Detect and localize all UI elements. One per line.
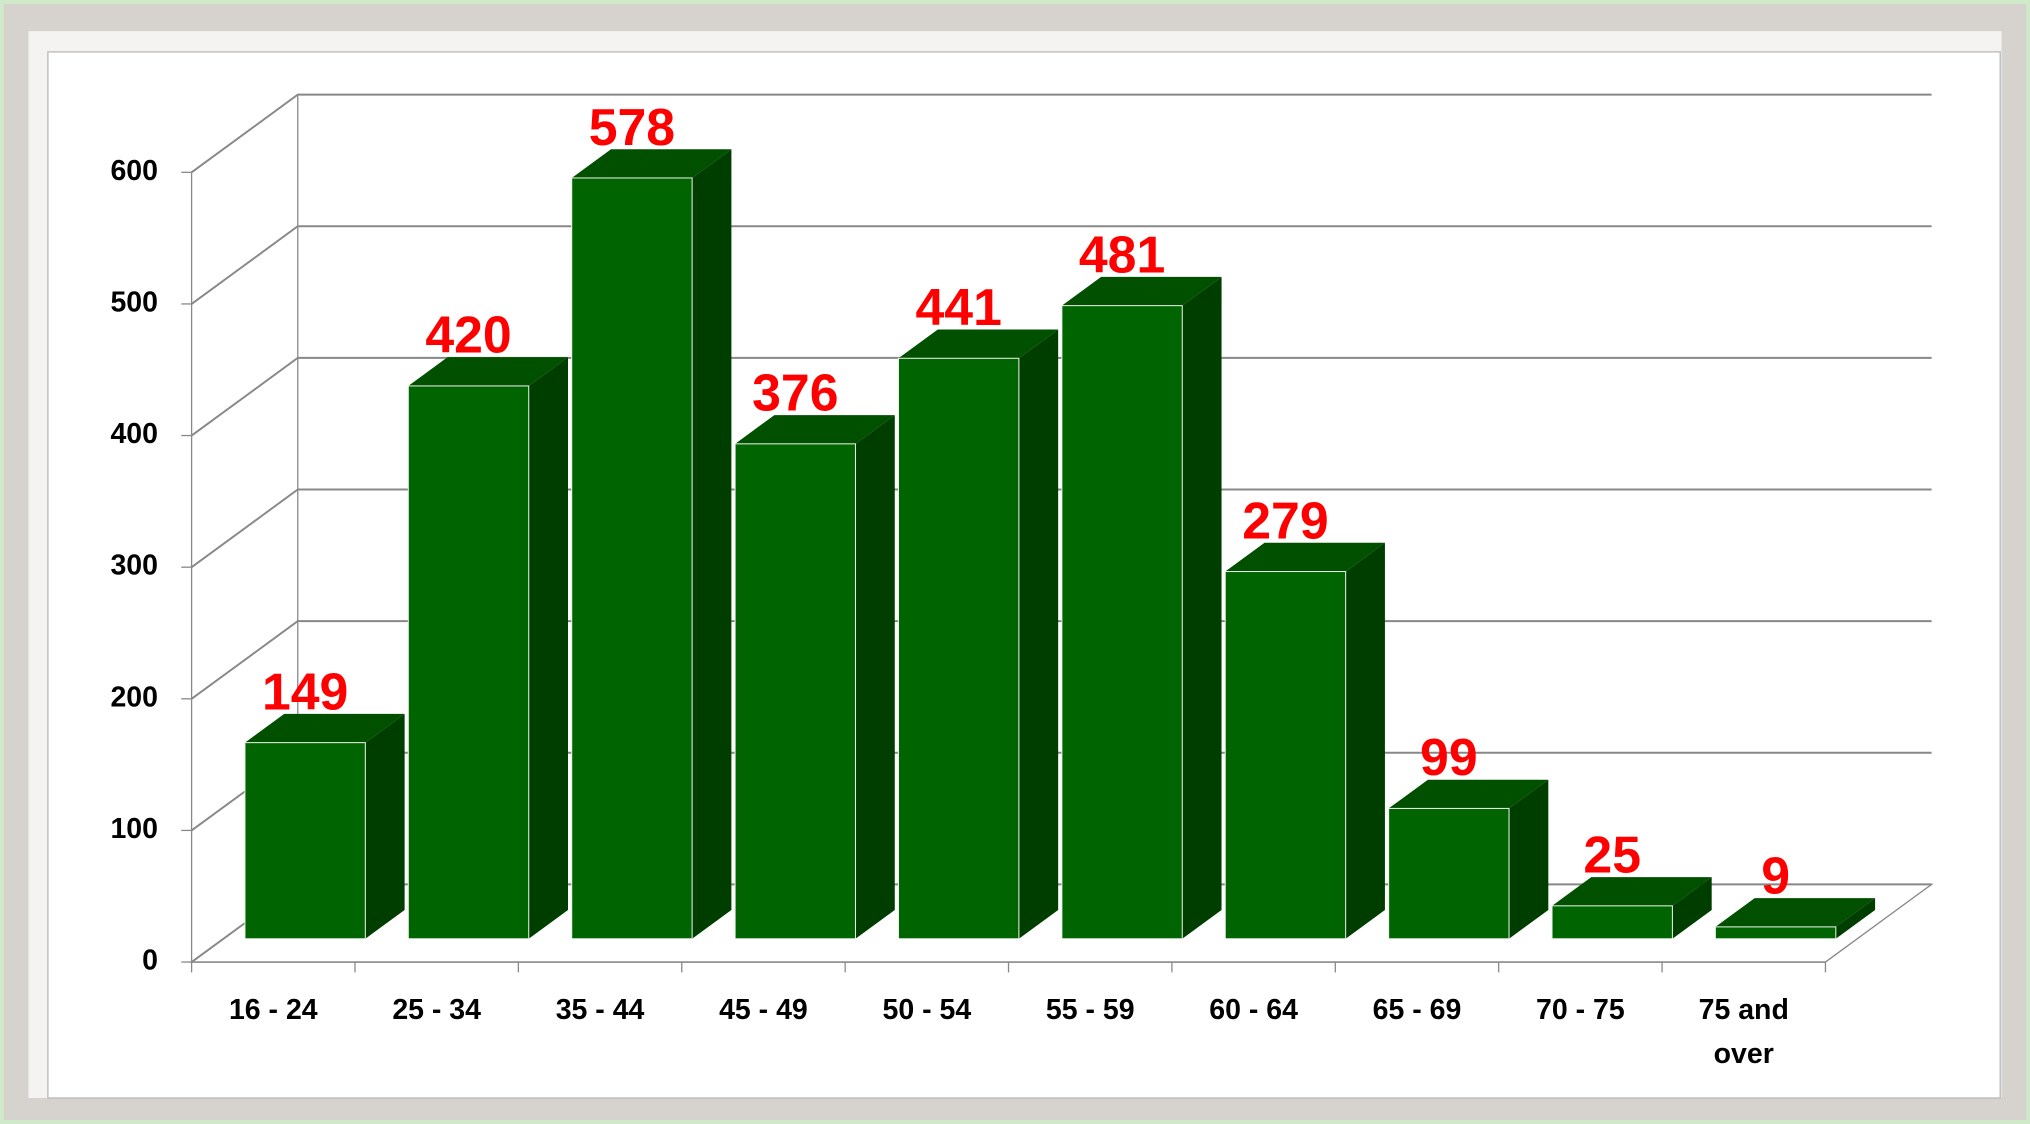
x-label-box: 16 - 24 [228,993,318,1026]
y-tick-label: 0 [142,945,158,977]
bar [1714,898,1876,940]
y-tick-label: 200 [110,681,158,713]
x-tick-label: 50 - 54 [882,993,972,1026]
x-tick-label: 60 - 64 [1209,993,1298,1026]
value-label: 376 [752,364,838,422]
bar-top [244,713,405,743]
bar-side [1182,276,1222,939]
y-tick-label: 400 [110,418,158,450]
value-label: 149 [262,662,348,720]
bar-side [1509,779,1549,939]
x-label-box: 35 - 44 [555,993,645,1026]
y-tick-label: 300 [110,550,158,582]
x-label-box: 25 - 34 [392,993,482,1026]
grid-line [191,225,1932,305]
bar-top [1388,779,1549,809]
x-label-box: 65 - 69 [1372,993,1462,1026]
value-label: 578 [589,98,675,156]
bar-side [692,149,732,939]
bar [1224,542,1385,940]
bar-front [1388,807,1510,940]
bar [1551,877,1712,940]
bar-side [1835,898,1876,939]
x-label-box: 55 - 59 [1045,993,1135,1026]
bar-side [855,415,895,939]
bar-side [1018,329,1059,939]
x-tick-label: 25 - 34 [392,993,482,1026]
bar [244,713,405,940]
y-tick-label: 100 [110,813,158,845]
bar-front [1551,905,1673,940]
bar [571,149,732,940]
grid-line [191,488,1932,568]
bar-front [734,443,857,940]
bar-top [1061,276,1222,306]
bar-top [1225,542,1385,572]
value-label: 25 [1583,826,1641,884]
bar-top [735,415,895,444]
bar [734,415,895,940]
bar-top [1552,877,1712,906]
x-tick-label: 65 - 69 [1372,993,1462,1026]
x-label-box: 75 and over [1698,993,1789,1070]
bar [897,329,1059,940]
bar-front [571,177,693,940]
bar [407,357,569,940]
bar-front [1061,305,1183,940]
x-label-box: 45 - 49 [719,993,808,1026]
bar-side [1672,877,1712,939]
bar-top [408,357,569,386]
bar-front [1714,926,1837,940]
value-label: 99 [1420,728,1478,786]
bar-front [244,742,366,940]
grid-line [191,620,1932,700]
value-label: 441 [915,278,1001,336]
x-tick-label: 45 - 49 [719,993,808,1026]
grid-line [191,93,1932,174]
x-label-box: 70 - 75 [1536,993,1625,1026]
x-tick-label: 55 - 59 [1045,993,1135,1026]
bar [1061,276,1222,940]
x-tick-label: 16 - 24 [228,993,318,1026]
value-label: 279 [1242,491,1328,549]
value-label: 9 [1761,847,1790,905]
bar-top [571,149,732,178]
y-tick-label: 600 [110,155,158,187]
bar-front [1224,570,1347,940]
x-label-box: 50 - 54 [882,993,972,1026]
x-tick-label: 70 - 75 [1536,993,1625,1026]
x-tick-label: 75 and over [1698,993,1789,1070]
bar-top [1715,898,1876,927]
bar-side [1345,542,1385,939]
bar [1388,779,1549,940]
x-label-box: 60 - 64 [1209,993,1298,1026]
grid-line [191,356,1932,437]
value-label: 481 [1079,225,1165,283]
x-tick-label: 35 - 44 [555,993,645,1026]
y-tick-label: 500 [110,286,158,318]
value-label: 420 [425,306,511,364]
bar-side [528,357,569,939]
bar-front [407,385,530,940]
bar-front [897,357,1020,940]
bar-top [898,329,1059,359]
bar-side [365,713,405,939]
